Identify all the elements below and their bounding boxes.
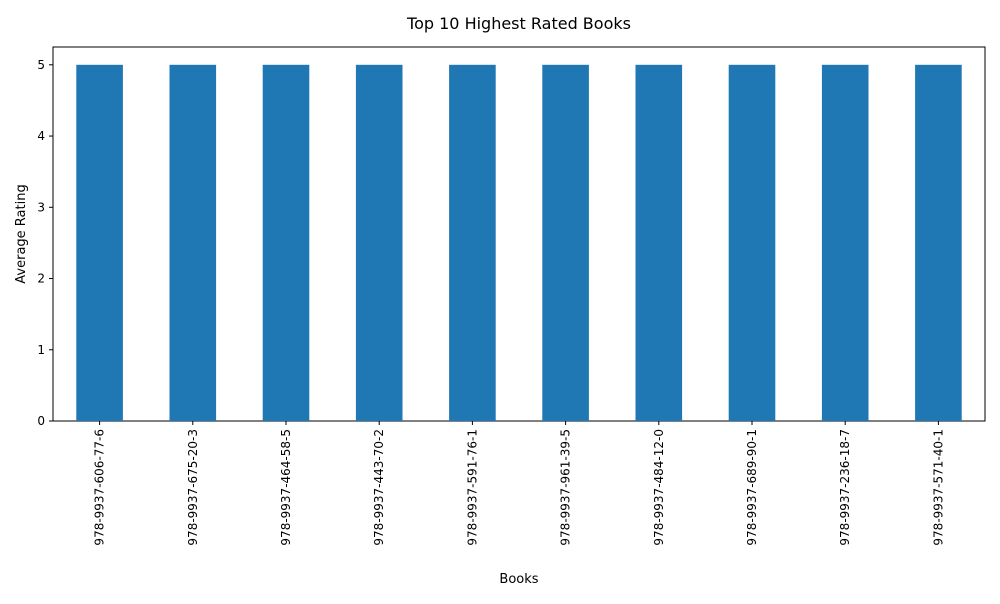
y-tick-label: 0 bbox=[37, 414, 45, 428]
x-axis-label: Books bbox=[499, 572, 538, 587]
chart-title: Top 10 Highest Rated Books bbox=[406, 14, 631, 33]
x-tick-label: 978-9937-484-12-0 bbox=[652, 429, 666, 546]
bar-5 bbox=[449, 64, 496, 422]
bar-8 bbox=[728, 64, 776, 422]
bar-2 bbox=[169, 64, 217, 422]
x-tick-label: 978-9937-464-58-5 bbox=[279, 429, 293, 546]
bar-9 bbox=[821, 64, 869, 422]
axes-frame bbox=[52, 46, 986, 422]
x-tick-label: 978-9937-443-70-2 bbox=[372, 429, 386, 546]
x-tick-label: 978-9937-606-77-6 bbox=[93, 429, 107, 546]
bars-group bbox=[76, 64, 962, 422]
bar-4 bbox=[355, 64, 403, 422]
y-axis-label: Average Rating bbox=[14, 184, 29, 283]
x-tick-label: 978-9937-571-40-1 bbox=[931, 429, 945, 546]
y-tick-label: 3 bbox=[37, 200, 45, 214]
bar-7 bbox=[635, 64, 683, 422]
bar-3 bbox=[262, 64, 310, 422]
y-tick-label: 2 bbox=[37, 272, 45, 286]
x-tick-label: 978-9937-236-18-7 bbox=[838, 429, 852, 546]
x-tick-label: 978-9937-961-39-5 bbox=[559, 429, 573, 546]
y-tick-label: 4 bbox=[37, 129, 45, 143]
x-axis: 978-9937-606-77-6 978-9937-675-20-3 978-99… bbox=[93, 421, 945, 546]
x-tick-label: 978-9937-689-90-1 bbox=[745, 429, 759, 546]
bar-10 bbox=[915, 64, 962, 422]
y-tick-label: 1 bbox=[37, 343, 45, 357]
plot-area bbox=[52, 46, 986, 422]
y-tick-label: 5 bbox=[37, 58, 45, 72]
bar-6 bbox=[542, 64, 589, 422]
x-tick-label: 978-9937-591-76-1 bbox=[465, 429, 479, 546]
bar-1 bbox=[76, 64, 123, 422]
y-axis: 0 1 2 3 4 5 bbox=[37, 58, 53, 428]
x-tick-label: 978-9937-675-20-3 bbox=[186, 429, 200, 546]
